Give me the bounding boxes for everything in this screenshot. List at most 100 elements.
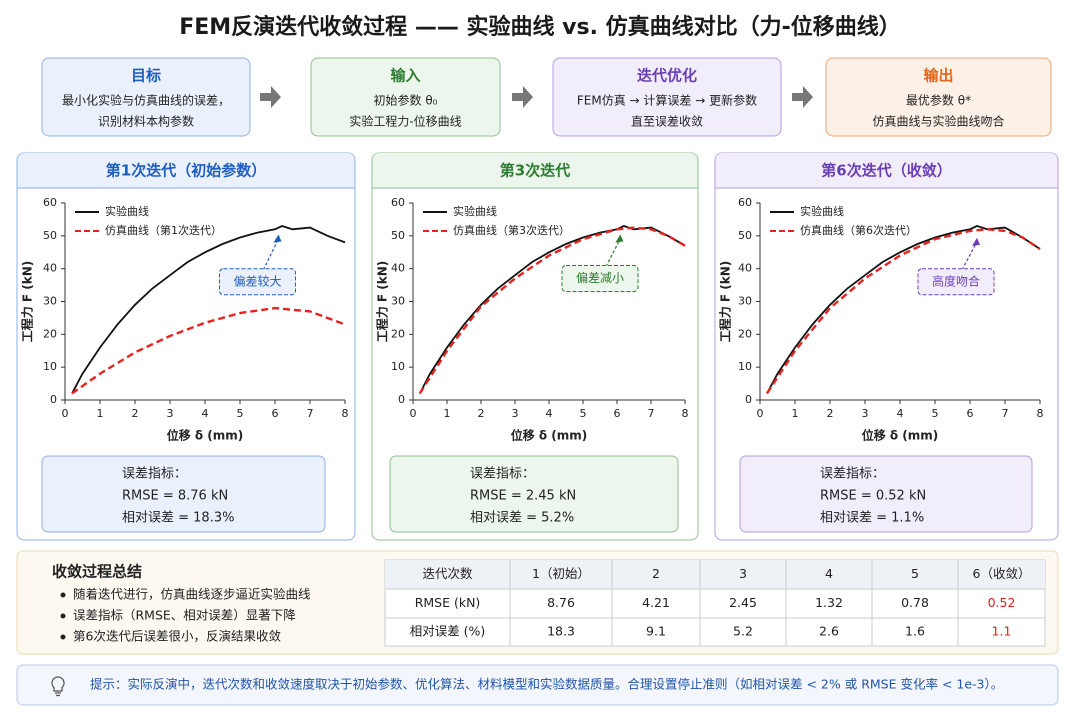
metrics-title: 误差指标： bbox=[470, 467, 535, 482]
metric: 相对误差 = 1.1% bbox=[820, 511, 924, 526]
y-tick-label: 20 bbox=[738, 327, 752, 340]
x-tick-label: 6 bbox=[614, 407, 621, 420]
x-axis-label: 位移 δ (mm) bbox=[862, 428, 939, 443]
step-text: 仿真曲线与实验曲线吻合 bbox=[872, 114, 1004, 129]
x-tick-label: 0 bbox=[62, 407, 69, 420]
metric: 相对误差 = 5.2% bbox=[470, 511, 574, 526]
annotation-arrowhead bbox=[615, 234, 624, 243]
legend-label: 实验曲线 bbox=[800, 204, 844, 218]
x-tick-label: 0 bbox=[410, 407, 417, 420]
table-cell: 18.3 bbox=[547, 624, 575, 639]
x-tick-label: 1 bbox=[444, 407, 451, 420]
step-text: 直至误差收敛 bbox=[631, 114, 703, 129]
y-axis-label: 工程力 F (kN) bbox=[718, 261, 733, 343]
table-cell: 6（收敛） bbox=[973, 566, 1031, 581]
y-tick-label: 60 bbox=[43, 196, 57, 209]
table-cell: 1.32 bbox=[815, 595, 843, 610]
legend-label: 仿真曲线（第3次迭代） bbox=[453, 223, 570, 237]
metrics-title: 误差指标： bbox=[820, 467, 885, 482]
x-tick-label: 0 bbox=[757, 407, 764, 420]
x-tick-label: 3 bbox=[862, 407, 869, 420]
annotation-box bbox=[917, 268, 995, 296]
table-cell: 9.1 bbox=[646, 624, 666, 639]
x-tick-label: 7 bbox=[648, 407, 655, 420]
table-header-bg bbox=[385, 560, 1045, 589]
legend-label: 仿真曲线（第1次迭代） bbox=[105, 223, 222, 237]
bullet bbox=[60, 634, 66, 640]
x-tick-label: 4 bbox=[546, 407, 553, 420]
annotation-arrow bbox=[961, 241, 978, 271]
y-tick-label: 20 bbox=[391, 327, 405, 340]
x-tick-label: 5 bbox=[580, 407, 587, 420]
table-cell: 4 bbox=[825, 566, 833, 581]
step-title: 输出 bbox=[923, 67, 953, 85]
tip-text: 提示：实际反演中，迭代次数和收敛速度取决于初始参数、优化算法、材料模型和实验数据… bbox=[90, 677, 1003, 692]
summary-bullet: 误差指标（RMSE、相对误差）显著下降 bbox=[73, 608, 296, 623]
table-cell: 5.2 bbox=[733, 624, 753, 639]
step-text: 初始参数 θ₀ bbox=[374, 93, 438, 108]
step-box bbox=[825, 57, 1052, 137]
annotation-arrowhead bbox=[273, 234, 282, 243]
x-tick-label: 8 bbox=[682, 407, 689, 420]
series-line bbox=[71, 225, 346, 394]
x-tick-label: 6 bbox=[272, 407, 279, 420]
metric: 相对误差 = 18.3% bbox=[122, 511, 234, 526]
y-tick-label: 40 bbox=[391, 262, 405, 275]
annotation-box bbox=[561, 265, 639, 293]
x-tick-label: 2 bbox=[478, 407, 485, 420]
y-tick-label: 60 bbox=[738, 196, 752, 209]
table-cell: 2.45 bbox=[729, 595, 757, 610]
x-tick-label: 7 bbox=[307, 407, 314, 420]
step-text: 识别材料本构参数 bbox=[98, 114, 194, 129]
x-tick-label: 4 bbox=[202, 407, 209, 420]
metric: RMSE = 8.76 kN bbox=[122, 489, 228, 504]
x-tick-label: 1 bbox=[97, 407, 104, 420]
panel-title: 第6次迭代（收敛） bbox=[821, 162, 951, 180]
panel-title: 第1次迭代（初始参数） bbox=[106, 162, 266, 180]
annotation-text: 偏差减小 bbox=[576, 270, 624, 285]
table-cell: 8.76 bbox=[547, 595, 575, 610]
y-tick-label: 30 bbox=[391, 295, 405, 308]
annotation-arrow bbox=[262, 238, 280, 271]
x-tick-label: 5 bbox=[932, 407, 939, 420]
x-tick-label: 7 bbox=[1002, 407, 1009, 420]
tip-box bbox=[16, 664, 1059, 706]
table-cell: 5 bbox=[911, 566, 919, 581]
y-tick-label: 50 bbox=[738, 229, 752, 242]
annotation-arrowhead bbox=[972, 237, 980, 246]
metrics-box bbox=[41, 455, 326, 533]
step-box bbox=[310, 57, 501, 137]
panel-header bbox=[17, 153, 355, 188]
table-cell: 1.6 bbox=[905, 624, 925, 639]
table-cell: 3 bbox=[739, 566, 747, 581]
legend-label: 仿真曲线（第6次迭代） bbox=[800, 223, 917, 237]
flow-arrow bbox=[260, 86, 281, 108]
step-box bbox=[552, 57, 782, 137]
summary-bullet: 随着迭代进行，仿真曲线逐步逼近实验曲线 bbox=[73, 587, 311, 602]
metrics-title: 误差指标： bbox=[122, 467, 187, 482]
step-text: 最小化实验与仿真曲线的误差， bbox=[62, 93, 230, 108]
metrics-box bbox=[389, 455, 679, 533]
table-cell: 迭代次数 bbox=[422, 566, 473, 581]
y-tick-label: 40 bbox=[738, 262, 752, 275]
x-axis-label: 位移 δ (mm) bbox=[167, 428, 244, 443]
panel-header bbox=[715, 153, 1058, 188]
x-tick-label: 2 bbox=[132, 407, 139, 420]
panel-header bbox=[372, 153, 698, 188]
x-tick-label: 1 bbox=[792, 407, 799, 420]
y-tick-label: 40 bbox=[43, 262, 57, 275]
metric: RMSE = 2.45 kN bbox=[470, 489, 576, 504]
y-tick-label: 50 bbox=[391, 229, 405, 242]
y-tick-label: 50 bbox=[43, 229, 57, 242]
step-title: 目标 bbox=[131, 67, 161, 85]
table-cell: 1（初始） bbox=[532, 566, 590, 581]
x-tick-label: 2 bbox=[827, 407, 834, 420]
x-tick-label: 8 bbox=[1037, 407, 1044, 420]
series-line bbox=[765, 228, 1041, 395]
step-title: 迭代优化 bbox=[637, 67, 697, 85]
bulb-icon bbox=[51, 676, 65, 697]
annotation-arrow bbox=[605, 238, 621, 267]
summary-title: 收敛过程总结 bbox=[52, 563, 142, 581]
x-tick-label: 3 bbox=[512, 407, 519, 420]
bullet bbox=[60, 592, 66, 598]
